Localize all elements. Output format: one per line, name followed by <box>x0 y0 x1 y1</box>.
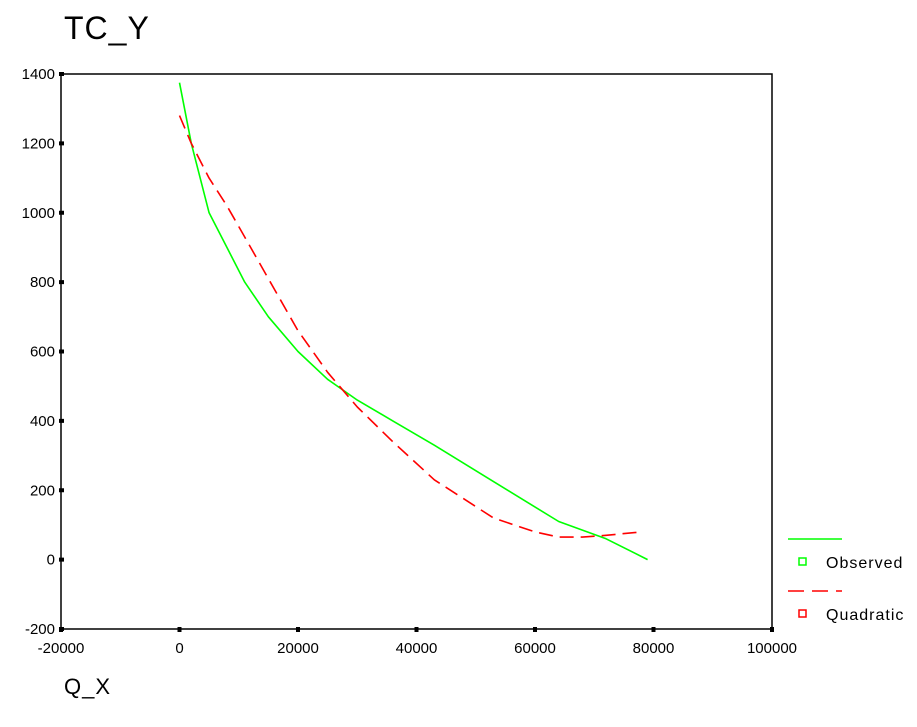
legend: Observed Quadratic <box>788 538 904 624</box>
y-tick-label: 200 <box>30 482 55 499</box>
legend-marker-quadratic <box>798 609 807 618</box>
y-tick-mark <box>59 141 64 146</box>
series-line-observed <box>178 82 648 561</box>
y-tick-label: 1200 <box>22 135 55 152</box>
y-tick-label: 0 <box>47 552 55 569</box>
x-tick-mark <box>296 627 300 632</box>
y-tick-mark <box>59 557 64 562</box>
y-tick-mark <box>59 210 64 215</box>
x-tick-mark <box>770 627 774 632</box>
x-tick-label: 20000 <box>277 640 319 657</box>
x-tick-mark <box>414 627 419 632</box>
series-lines <box>178 82 648 561</box>
y-tick-label: -200 <box>25 621 55 638</box>
series-line-quadratic <box>178 115 642 538</box>
x-tick-mark <box>533 627 537 632</box>
y-tick-label: 1000 <box>22 205 55 222</box>
x-tick-label: 40000 <box>396 640 438 657</box>
y-tick-mark <box>59 418 64 423</box>
legend-label-quadratic: Quadratic <box>826 607 904 624</box>
y-tick-label: 400 <box>30 413 55 430</box>
x-tick-mark <box>177 627 182 632</box>
y-tick-label: 1400 <box>22 66 55 83</box>
x-tick-label: 100000 <box>747 640 797 657</box>
x-tick-label: -20000 <box>38 640 85 657</box>
x-tick-label: 60000 <box>514 640 556 657</box>
y-tick-mark <box>59 349 64 354</box>
x-tick-mark <box>59 627 63 632</box>
y-tick-label: 600 <box>30 344 55 361</box>
y-tick-label: 800 <box>30 274 55 291</box>
legend-label-observed: Observed <box>826 555 903 572</box>
y-axis-ticks: -200 0 200 400 600 800 1000 1200 1400 <box>22 66 64 638</box>
x-tick-label: 80000 <box>633 640 675 657</box>
x-axis-ticks: -20000 0 20000 40000 60000 80000 100000 <box>38 627 797 657</box>
chart-title: TC_Y <box>64 10 150 46</box>
x-tick-label: 0 <box>175 640 183 657</box>
x-tick-mark <box>651 627 656 632</box>
legend-marker-observed <box>798 557 807 566</box>
plot-frame <box>60 73 773 630</box>
y-tick-mark <box>59 488 64 493</box>
y-tick-mark <box>59 72 64 76</box>
x-axis-label: Q_X <box>64 674 112 699</box>
y-tick-mark <box>59 280 64 285</box>
